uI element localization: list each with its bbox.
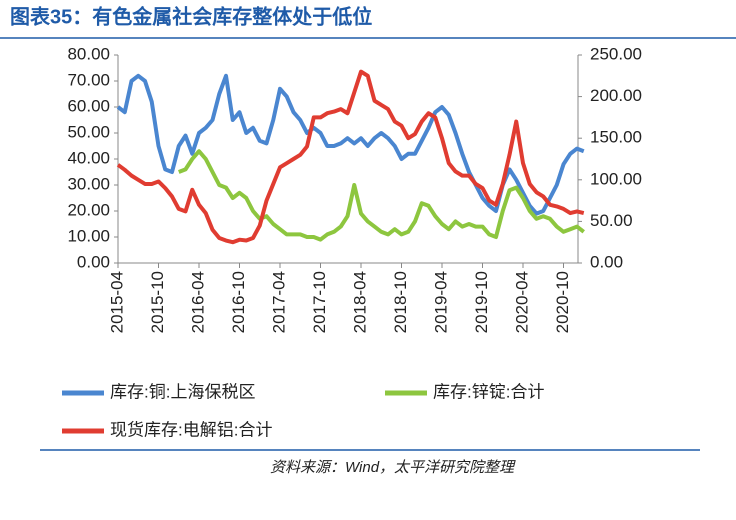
x-tick-label: 2015-04	[107, 271, 126, 333]
y2-tick-label: 200.00	[590, 86, 642, 105]
x-tick-label: 2019-10	[472, 271, 491, 333]
series-line	[116, 69, 585, 245]
y-tick-label: 0.00	[77, 252, 110, 271]
y-tick-label: 70.00	[67, 70, 110, 89]
x-tick-label: 2018-04	[350, 271, 369, 333]
x-tick-label: 2020-10	[553, 271, 572, 333]
source: 资料来源：Wind，太平洋研究院整理	[270, 459, 516, 476]
y2-tick-label: 250.00	[590, 44, 642, 63]
x-tick-label: 2015-10	[148, 271, 167, 333]
y-tick-label: 40.00	[67, 148, 110, 167]
x-tick-label: 2017-10	[310, 271, 329, 333]
y-tick-label: 50.00	[67, 122, 110, 141]
x-tick-label: 2020-04	[512, 271, 531, 333]
y-tick-label: 10.00	[67, 226, 110, 245]
x-tick-label: 2016-04	[188, 271, 207, 333]
y-tick-label: 80.00	[67, 44, 110, 63]
x-tick-label: 2017-04	[269, 271, 288, 333]
y-tick-label: 60.00	[67, 96, 110, 115]
y2-tick-label: 0.00	[590, 252, 623, 271]
legend-label: 库存:锌锭:合计	[433, 382, 544, 401]
series-line	[178, 149, 585, 242]
legend-label: 现货库存:电解铝:合计	[110, 420, 272, 439]
x-tick-label: 2018-10	[391, 271, 410, 333]
y-tick-label: 20.00	[67, 200, 110, 219]
y2-tick-label: 50.00	[590, 211, 633, 230]
x-tick-label: 2016-10	[229, 271, 248, 333]
legend-label: 库存:铜:上海保税区	[110, 382, 255, 401]
x-tick-label: 2019-04	[431, 271, 450, 333]
y2-tick-label: 100.00	[590, 169, 642, 188]
y2-tick-label: 150.00	[590, 128, 642, 147]
y-tick-label: 30.00	[67, 174, 110, 193]
chart-title: 图表35：有色金属社会库存整体处于低位	[10, 4, 372, 28]
